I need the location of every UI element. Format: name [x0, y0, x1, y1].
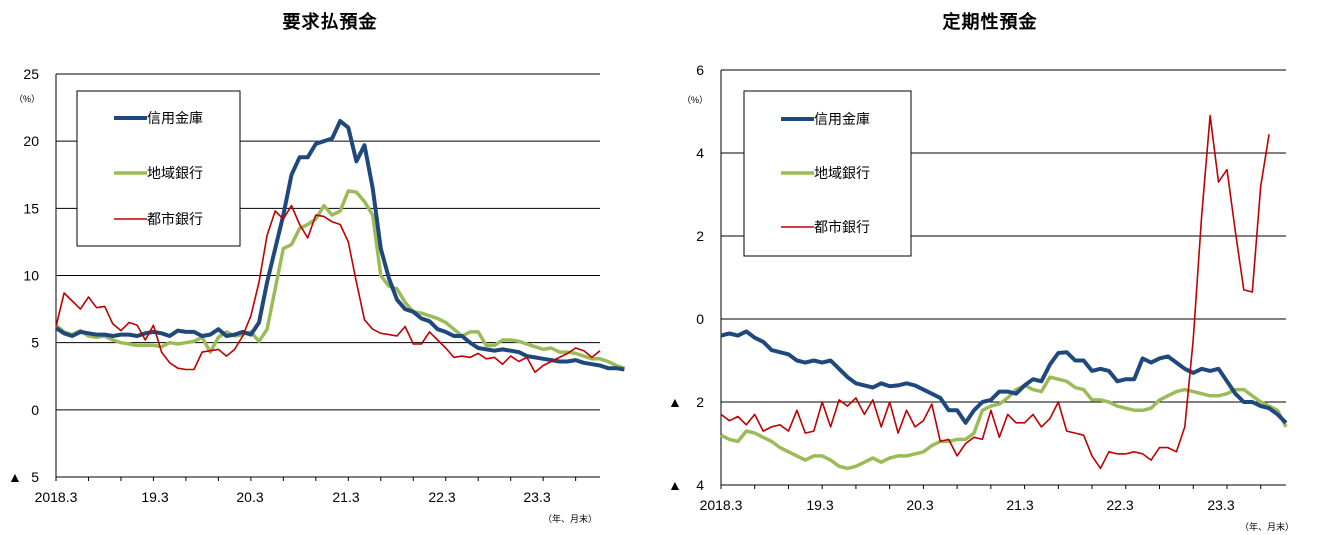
y-tick-label: 15 — [23, 200, 39, 216]
y-tick-label: 5 — [31, 469, 39, 485]
legend-label: 地域銀行 — [814, 166, 870, 182]
y-tick-label: 0 — [31, 402, 39, 418]
x-unit-label: （年、月末） — [1240, 521, 1294, 532]
y-tick-label: 10 — [23, 268, 39, 284]
x-tick-label: 22.3 — [428, 489, 455, 505]
series-line — [720, 114, 1270, 470]
series-line — [720, 375, 1288, 471]
x-tick-label: 2018.3 — [700, 497, 743, 513]
chart-title: 要求払預金 — [283, 11, 378, 33]
demand-deposits-chart: 要求払預金 25 20 15 10 5 0 5 ▲ 2018.3 19.3 20.3 21.3 22.3 2… — [8, 11, 625, 524]
y-tick-label: 2 — [696, 394, 704, 410]
x-tick-label: 19.3 — [806, 497, 833, 513]
legend-label: 都市銀行 — [147, 211, 203, 228]
y-tick-label: 5 — [31, 335, 39, 351]
legend-label: 地域銀行 — [147, 166, 203, 182]
x-unit-label: （年、月末） — [543, 513, 597, 524]
chart-panel-time-deposits: 定期性預金 6 4 2 0 2 ▲ 4 ▲ 2018.3 19.3 20.3 21.3 22.3 23.3 （… — [660, 0, 1320, 535]
series-line — [55, 204, 601, 374]
y-unit-label: （%） — [14, 94, 40, 104]
series-line — [54, 189, 625, 370]
y-tick-label: 25 — [23, 66, 39, 82]
x-tick-label: 20.3 — [906, 497, 933, 513]
y-tick-label: 4 — [696, 477, 704, 493]
y-tick-label: 0 — [696, 311, 704, 327]
x-tick-label: 21.3 — [332, 489, 359, 505]
time-deposits-chart: 定期性預金 6 4 2 0 2 ▲ 4 ▲ 2018.3 19.3 20.3 21.3 22.3 23.3 （… — [668, 11, 1294, 532]
y-unit-label: （%） — [682, 95, 708, 105]
legend-label: 信用金庫 — [147, 110, 203, 127]
legend-box — [76, 90, 241, 247]
x-tick-label: 23.3 — [523, 489, 550, 505]
negative-marker: ▲ — [668, 477, 682, 493]
legend-box — [743, 90, 912, 257]
series-line — [54, 119, 625, 372]
x-tick-label: 23.3 — [1207, 497, 1234, 513]
legend-label: 信用金庫 — [814, 111, 870, 128]
y-tick-label: 4 — [696, 145, 704, 161]
y-tick-label: 20 — [23, 133, 39, 149]
negative-marker: ▲ — [668, 394, 682, 410]
y-tick-label: 2 — [696, 228, 704, 244]
negative-marker: ▲ — [8, 469, 22, 485]
x-tick-label: 20.3 — [236, 489, 263, 505]
x-tick-label: 22.3 — [1106, 497, 1133, 513]
legend-label: 都市銀行 — [814, 219, 870, 236]
y-tick-label: 6 — [696, 62, 704, 78]
x-tick-label: 2018.3 — [35, 489, 78, 505]
series-line — [720, 329, 1288, 425]
x-tick-label: 19.3 — [141, 489, 168, 505]
chart-title: 定期性預金 — [943, 11, 1038, 33]
x-tick-label: 21.3 — [1006, 497, 1033, 513]
chart-panel-demand-deposits: 要求払預金 25 20 15 10 5 0 5 ▲ 2018.3 19.3 20.3 21.3 22.3 2… — [8, 11, 625, 524]
